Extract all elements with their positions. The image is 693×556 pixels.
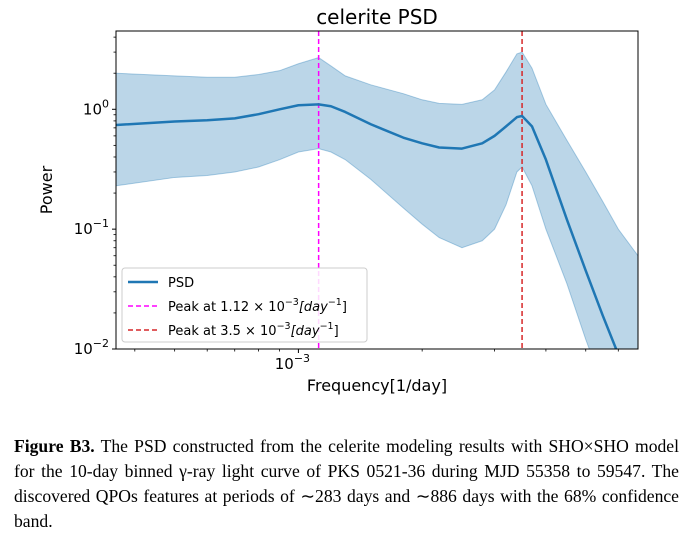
y-tick-label: 10−2	[74, 337, 109, 358]
psd-chart: celerite PSD 100 10−1 10−2 10−3 Frequency[1…	[37, 5, 639, 395]
confidence-band-area	[116, 51, 638, 349]
y-axis-label: Power	[37, 165, 56, 214]
x-tick-label: 10−3	[275, 352, 310, 373]
axis-ticks: 100 10−1 10−2 10−3	[74, 36, 619, 373]
y-tick-label: 100	[83, 97, 109, 118]
caption-text: The PSD constructed from the celerite mo…	[14, 436, 679, 531]
x-axis-label: Frequency[1/day]	[307, 376, 447, 395]
legend: PSD Peak at 1.12 × 10−3[day−1] Peak at 3.5…	[121, 267, 368, 343]
legend-box	[121, 267, 368, 343]
psd-series-line	[116, 103, 618, 349]
plot-frame	[115, 30, 639, 350]
figure-caption: Figure B3. The PSD constructed from the …	[14, 434, 679, 534]
legend-label-psd: PSD	[168, 276, 194, 291]
psd-line-layer	[116, 103, 618, 349]
y-tick-label: 10−1	[74, 217, 109, 238]
confidence-band-layer	[116, 51, 638, 349]
legend-label-peak: Peak at 3.5 × 10−3[day−1]	[168, 321, 339, 339]
legend-label-peak: Peak at 1.12 × 10−3[day−1]	[168, 297, 347, 315]
caption-label: Figure B3.	[14, 436, 95, 456]
chart-title: celerite PSD	[316, 5, 438, 29]
